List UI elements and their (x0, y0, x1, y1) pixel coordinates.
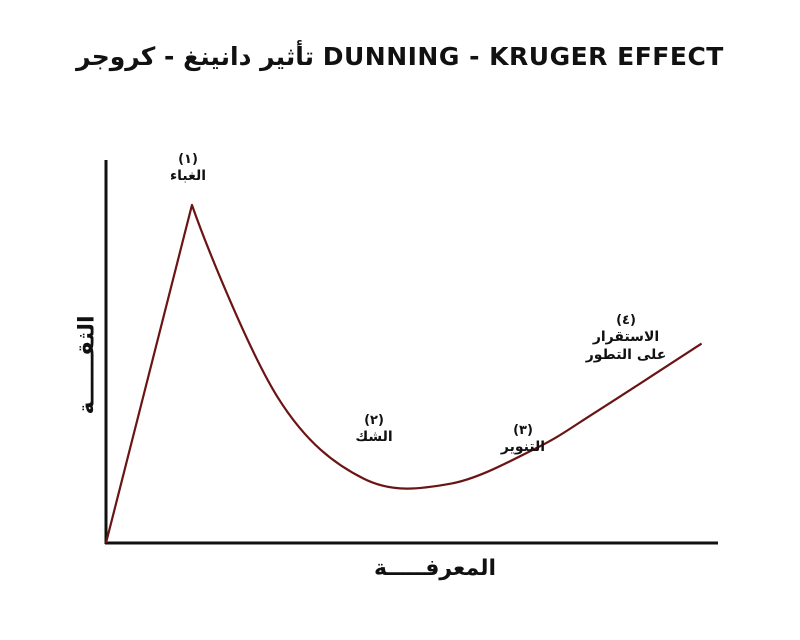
confidence-curve (104, 203, 703, 544)
chart-title: تأثير دانينغ - كروجر DUNNING - KRUGER EF… (76, 42, 724, 71)
annotation-enlightenment: (٣) التنوير (478, 423, 568, 457)
annotation-peak-label: الغباء (169, 168, 207, 185)
y-axis-label: الثقــــــة (74, 315, 100, 415)
annotation-doubt-number: (٢) (364, 413, 384, 428)
annotation-doubt: (٢) الشك (334, 413, 414, 447)
annotation-plateau-number: (٤) (616, 313, 636, 328)
annotation-doubt-label: الشك (355, 429, 393, 446)
annotation-peak: (١) الغباء (148, 152, 228, 186)
annotation-enlightenment-number: (٣) (513, 423, 533, 438)
annotation-plateau: (٤) الاستقرار على التطور (578, 313, 674, 364)
annotation-peak-number: (١) (178, 152, 198, 167)
x-axis-label: المعرفـــــة (374, 556, 496, 581)
annotation-plateau-label: الاستقرار على التطور (585, 329, 667, 363)
annotation-enlightenment-label: التنوير (500, 439, 546, 456)
